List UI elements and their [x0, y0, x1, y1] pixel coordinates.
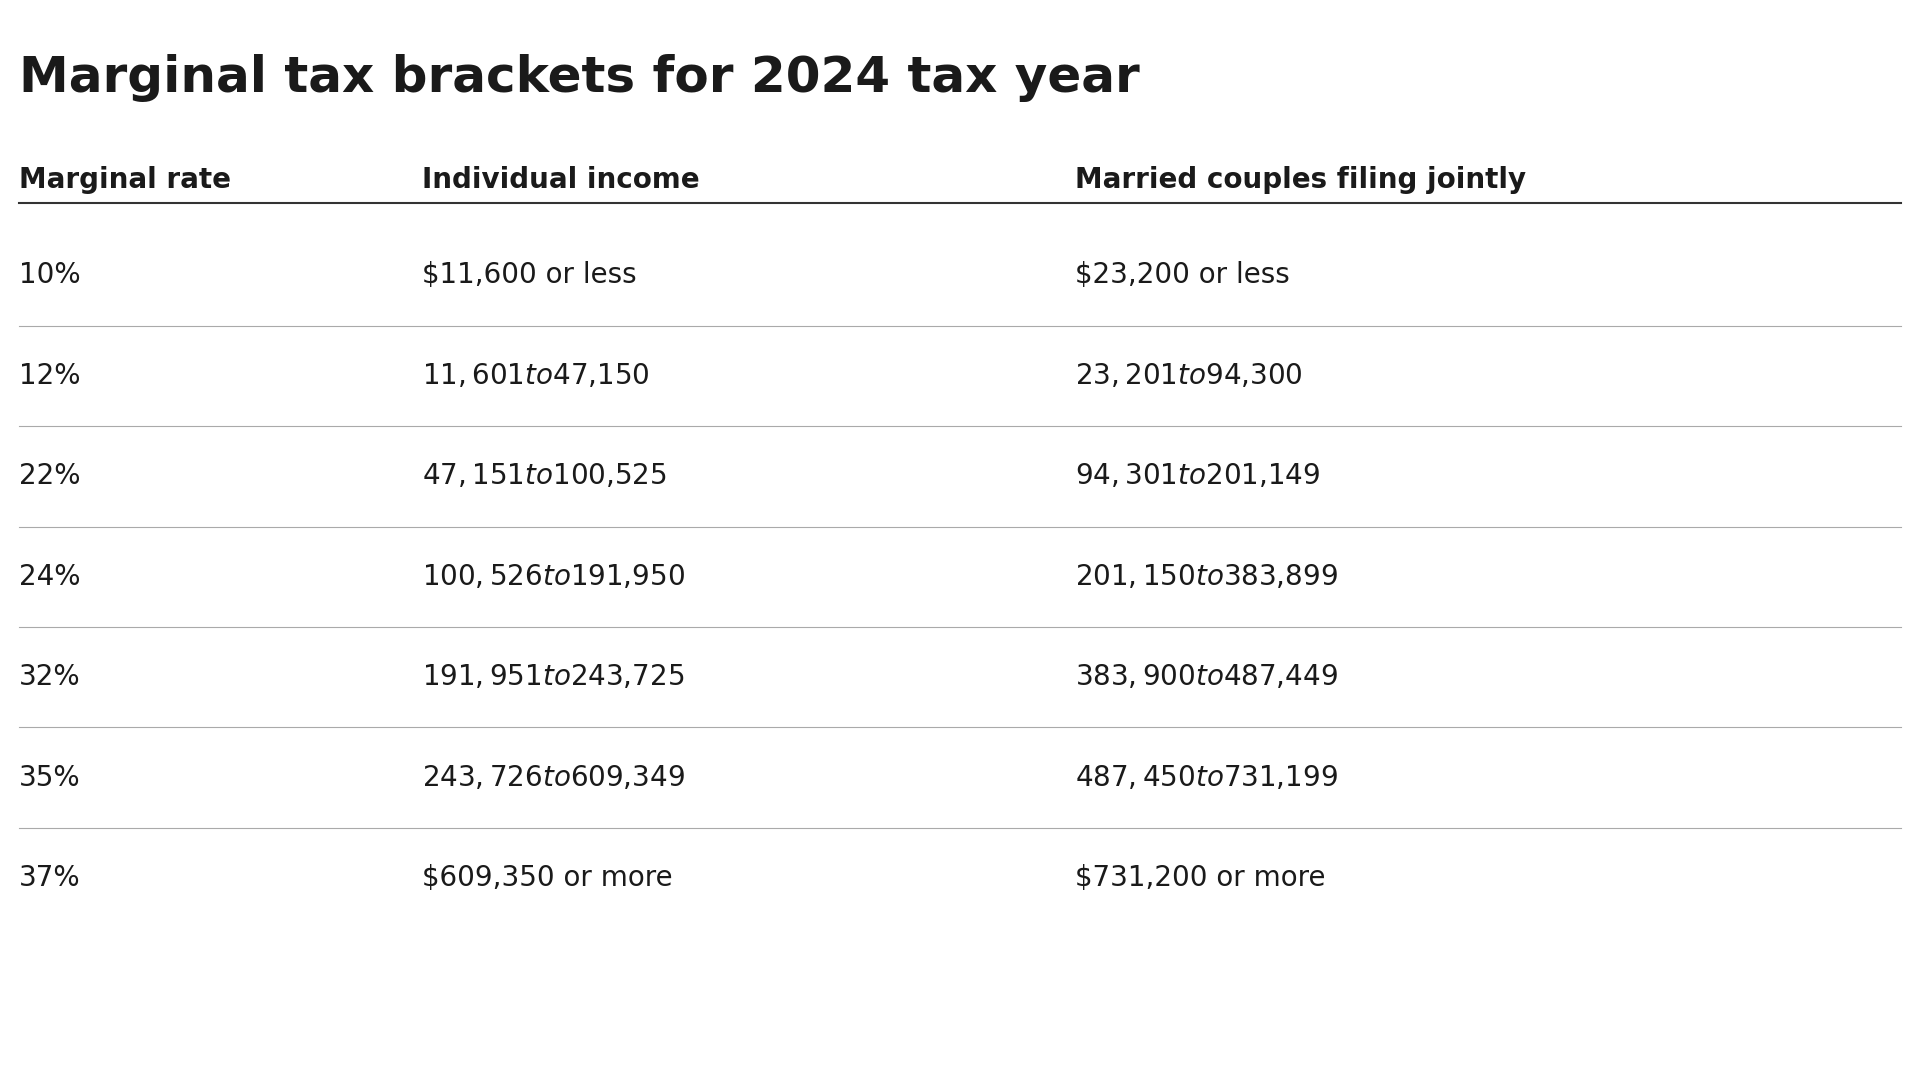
Text: $23,201 to $94,300: $23,201 to $94,300	[1075, 362, 1304, 390]
Text: $94,301 to $201,149: $94,301 to $201,149	[1075, 462, 1321, 490]
Text: Marginal tax brackets for 2024 tax year: Marginal tax brackets for 2024 tax year	[19, 54, 1140, 102]
Text: 24%: 24%	[19, 563, 81, 591]
Text: 22%: 22%	[19, 462, 81, 490]
Text: 35%: 35%	[19, 764, 81, 792]
Text: $487,450 to $731,199: $487,450 to $731,199	[1075, 764, 1338, 792]
Text: $11,600 or less: $11,600 or less	[422, 261, 637, 289]
Text: $23,200 or less: $23,200 or less	[1075, 261, 1290, 289]
Text: $47,151 to $100,525: $47,151 to $100,525	[422, 462, 666, 490]
Text: $100,526 to $191,950: $100,526 to $191,950	[422, 563, 685, 591]
Text: $243,726 to $609,349: $243,726 to $609,349	[422, 764, 685, 792]
Text: $731,200 or more: $731,200 or more	[1075, 864, 1325, 892]
Text: Married couples filing jointly: Married couples filing jointly	[1075, 166, 1526, 194]
Text: $191,951 to $243,725: $191,951 to $243,725	[422, 663, 685, 691]
Text: 12%: 12%	[19, 362, 81, 390]
Text: 10%: 10%	[19, 261, 81, 289]
Text: $383,900 to $487,449: $383,900 to $487,449	[1075, 663, 1338, 691]
Text: 32%: 32%	[19, 663, 81, 691]
Text: 37%: 37%	[19, 864, 81, 892]
Text: Individual income: Individual income	[422, 166, 701, 194]
Text: $201,150 to $383,899: $201,150 to $383,899	[1075, 563, 1338, 591]
Text: $11,601 to $47,150: $11,601 to $47,150	[422, 362, 651, 390]
Text: $609,350 or more: $609,350 or more	[422, 864, 674, 892]
Text: Marginal rate: Marginal rate	[19, 166, 230, 194]
